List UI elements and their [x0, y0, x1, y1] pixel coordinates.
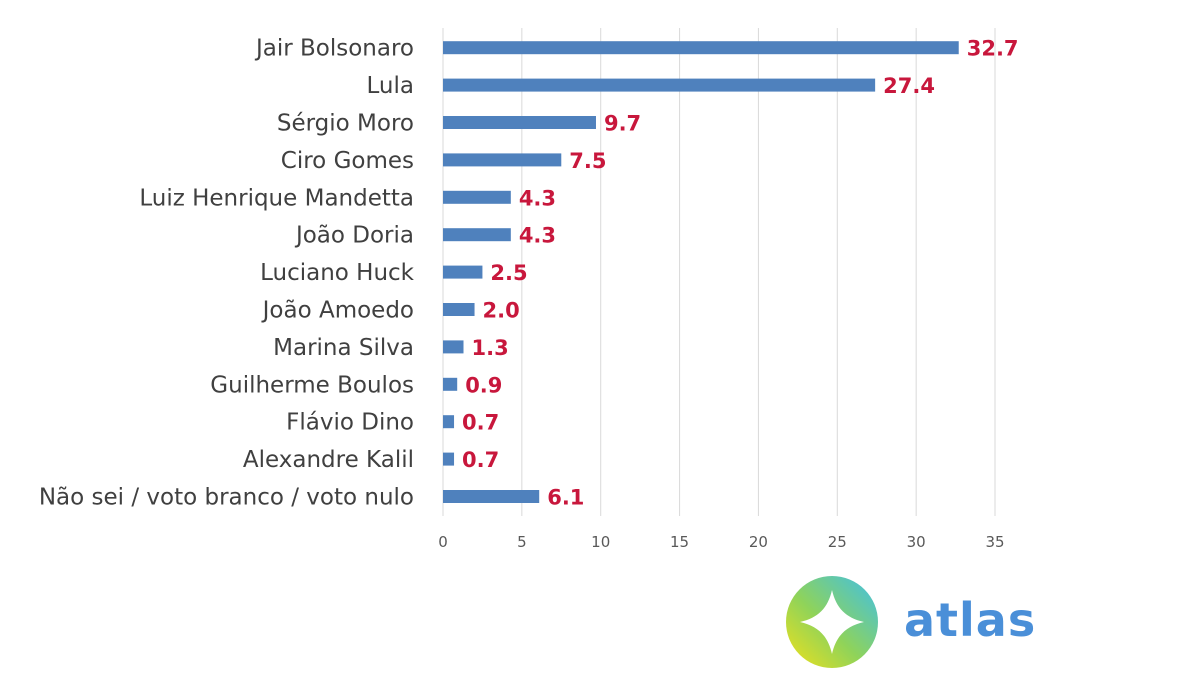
bar-1	[443, 78, 876, 92]
category-label-12: Não sei / voto branco / voto nulo	[39, 485, 414, 511]
bar-7	[443, 303, 475, 316]
value-label-3: 7.5	[569, 149, 606, 173]
bar-11	[443, 452, 455, 466]
value-label-0: 32.7	[967, 37, 1019, 61]
value-label-11: 0.7	[462, 448, 499, 472]
bar-3	[443, 153, 562, 167]
bar-0	[443, 41, 959, 55]
category-label-6: Luciano Huck	[260, 260, 415, 286]
atlas-compass-icon	[786, 576, 878, 668]
x-tick-label-0: 0	[438, 533, 448, 551]
bar-12	[443, 490, 540, 503]
value-label-2: 9.7	[604, 112, 641, 136]
value-label-6: 2.5	[490, 261, 527, 285]
x-tick-label-4: 20	[749, 533, 768, 551]
value-label-7: 2.0	[483, 299, 520, 323]
x-tick-label-3: 15	[670, 533, 689, 551]
value-label-4: 4.3	[519, 186, 556, 210]
bar-9	[443, 377, 458, 391]
bar-6	[443, 265, 483, 279]
category-label-2: Sérgio Moro	[277, 111, 414, 137]
x-tick-label-1: 5	[517, 533, 527, 551]
x-tick-label-7: 35	[985, 533, 1004, 551]
category-label-8: Marina Silva	[273, 335, 414, 361]
category-label-11: Alexandre Kalil	[243, 447, 414, 473]
x-tick-label-5: 25	[828, 533, 847, 551]
category-label-0: Jair Bolsonaro	[254, 36, 414, 62]
category-label-3: Ciro Gomes	[281, 148, 414, 174]
value-label-1: 27.4	[883, 74, 935, 98]
category-label-4: Luiz Henrique Mandetta	[139, 185, 414, 211]
value-label-9: 0.9	[465, 373, 502, 397]
bar-10	[443, 415, 455, 429]
category-label-5: João Doria	[294, 223, 414, 249]
bar-5	[443, 228, 511, 242]
bar-8	[443, 340, 464, 354]
bar-4	[443, 190, 511, 204]
category-label-1: Lula	[367, 73, 414, 99]
value-label-10: 0.7	[462, 411, 499, 435]
value-label-8: 1.3	[472, 336, 509, 360]
value-label-5: 4.3	[519, 224, 556, 248]
x-tick-label-2: 10	[591, 533, 610, 551]
bar-2	[443, 116, 596, 129]
category-label-7: João Amoedo	[261, 298, 414, 324]
atlas-brand-text: atlas	[904, 593, 1037, 647]
value-label-12: 6.1	[547, 486, 584, 510]
category-label-9: Guilherme Boulos	[210, 372, 414, 398]
x-tick-label-6: 30	[907, 533, 926, 551]
category-label-10: Flávio Dino	[286, 410, 414, 436]
